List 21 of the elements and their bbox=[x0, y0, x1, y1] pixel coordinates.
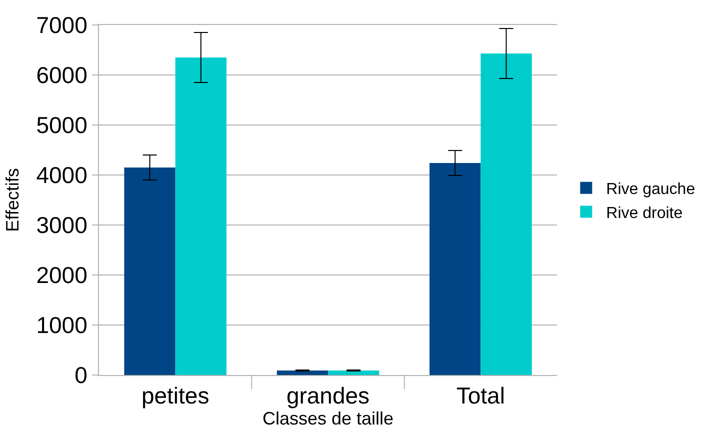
y-axis-title: Effectifs bbox=[2, 168, 22, 232]
y-tick-label: 6000 bbox=[36, 62, 88, 88]
bar bbox=[328, 370, 380, 375]
x-axis-title: Classes de taille bbox=[262, 408, 394, 429]
x-tick-label: grandes bbox=[286, 382, 370, 409]
y-tick-label: 3000 bbox=[36, 212, 88, 238]
legend-label: Rive gauche bbox=[606, 181, 696, 198]
y-tick-label: 1000 bbox=[36, 312, 88, 338]
x-tick-label: petites bbox=[141, 382, 210, 409]
bar bbox=[480, 54, 532, 375]
bar bbox=[124, 168, 176, 375]
y-tick-label: 0 bbox=[74, 362, 88, 388]
bar bbox=[276, 370, 328, 375]
bar bbox=[430, 163, 481, 375]
x-tick-label: Total bbox=[456, 382, 505, 409]
y-tick-label: 5000 bbox=[36, 112, 88, 138]
y-tick-label: 4000 bbox=[36, 162, 88, 188]
legend-label: Rive droite bbox=[606, 204, 683, 222]
y-tick-label: 7000 bbox=[36, 12, 88, 38]
bar bbox=[175, 58, 226, 375]
y-tick-label: 2000 bbox=[36, 262, 88, 288]
